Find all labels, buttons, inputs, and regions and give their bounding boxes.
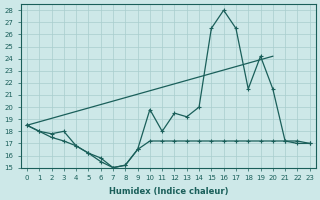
X-axis label: Humidex (Indice chaleur): Humidex (Indice chaleur)	[108, 187, 228, 196]
